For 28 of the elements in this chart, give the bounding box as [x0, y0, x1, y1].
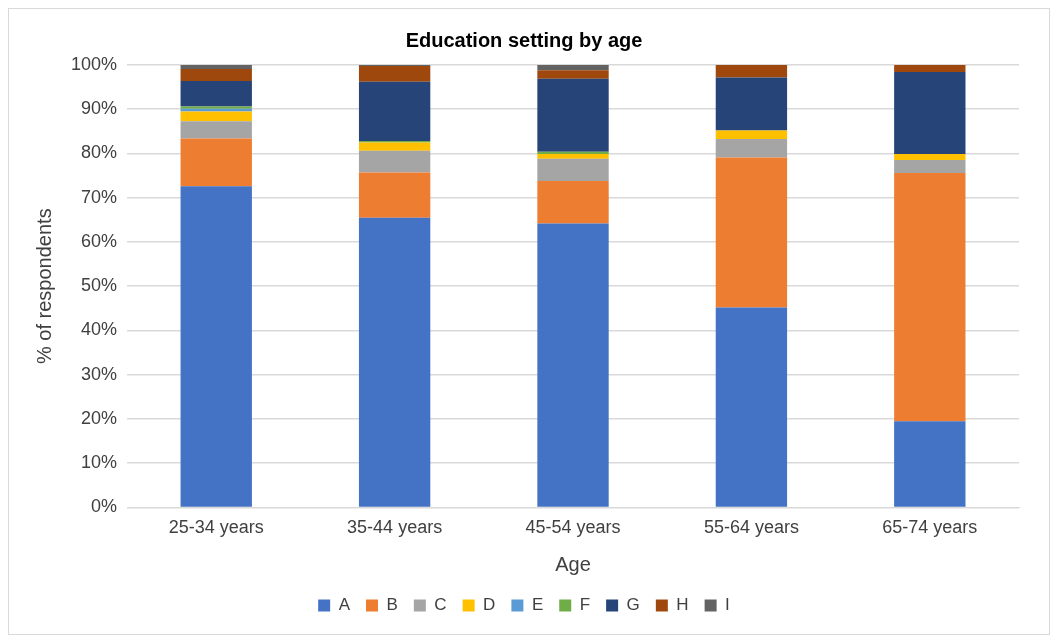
legend-label: G — [626, 595, 640, 615]
y-tick-label: 40% — [81, 319, 118, 340]
legend-label: D — [483, 595, 496, 615]
y-axis-title: % of respondents — [32, 208, 55, 365]
x-tick-label: 65-74 years — [882, 517, 978, 538]
y-tick-label: 20% — [81, 407, 118, 428]
y-tick-label: 0% — [91, 496, 118, 517]
y-tick-label: 50% — [81, 275, 118, 296]
legend-label: A — [338, 595, 351, 615]
legend-label: H — [676, 595, 689, 615]
y-tick-label: 80% — [81, 142, 118, 163]
legend-label: I — [725, 595, 730, 615]
y-tick-label: 100% — [70, 53, 118, 74]
chart-title: Education setting by age — [405, 28, 643, 51]
y-tick-label: 10% — [81, 452, 118, 473]
x-axis-title: Age — [555, 552, 591, 575]
y-tick-label: 90% — [81, 98, 118, 119]
x-tick-label: 45-54 years — [525, 517, 621, 538]
x-tick-label: 25-34 years — [168, 517, 264, 538]
x-tick-label: 55-64 years — [703, 517, 799, 538]
legend-label: E — [531, 595, 544, 615]
legend-label: F — [579, 595, 591, 615]
legend-label: C — [434, 595, 447, 615]
y-tick-label: 30% — [81, 363, 118, 384]
y-tick-label: 70% — [81, 186, 118, 207]
x-tick-label: 35-44 years — [347, 517, 443, 538]
legend-label: B — [386, 595, 398, 615]
y-tick-label: 60% — [81, 230, 118, 251]
